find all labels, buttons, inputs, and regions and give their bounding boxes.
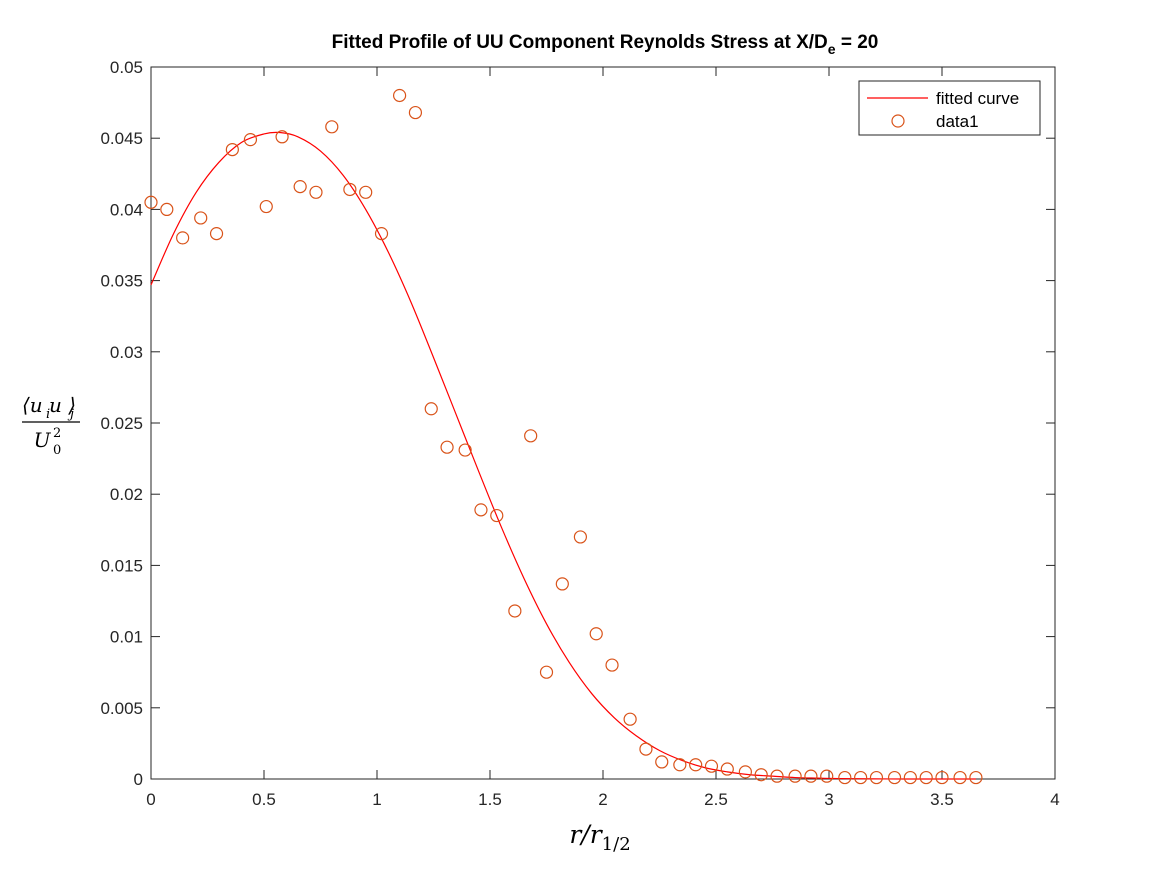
data1-point: [969, 770, 983, 785]
y-tick-label: 0.05: [110, 58, 143, 77]
y-tick-label: 0.03: [110, 343, 143, 362]
y-tick-label: 0.01: [110, 628, 143, 647]
svg-text:U: U: [34, 428, 52, 452]
data1-point: [623, 712, 637, 726]
data1-point: [176, 231, 190, 245]
data1-point: [573, 530, 588, 544]
series-data1-markers: [144, 88, 983, 785]
x-tick-label: 4: [1050, 790, 1059, 809]
data1-point: [275, 130, 289, 144]
plot-area-frame: [150, 66, 1056, 780]
legend-label-fitted-curve: fitted curve: [936, 89, 1019, 108]
legend-label-data1: data1: [936, 112, 979, 131]
svg-text:j: j: [67, 407, 74, 422]
data1-point: [160, 202, 174, 216]
data1-point: [309, 185, 323, 199]
data1-point: [935, 770, 949, 785]
data1-point: [359, 185, 373, 199]
data1-point: [225, 142, 239, 157]
data1-point: [490, 508, 504, 523]
data1-point: [605, 658, 619, 672]
data1-point: [555, 577, 569, 591]
data1-point: [293, 180, 307, 194]
data1-point: [440, 440, 454, 454]
data1-point: [343, 182, 357, 197]
x-tick-label: 0: [146, 790, 155, 809]
data1-point: [838, 770, 852, 785]
data1-point: [788, 769, 802, 783]
data1-point: [589, 627, 603, 641]
svg-text:2: 2: [53, 426, 61, 441]
x-tick-label: 3: [824, 790, 833, 809]
data1-point: [869, 770, 884, 785]
data1-point: [738, 765, 752, 779]
y-tick-label: 0.005: [100, 699, 143, 718]
data1-point: [243, 133, 258, 147]
legend-box: [858, 80, 1041, 136]
svg-text:⟨u u ⟩: ⟨u u ⟩: [22, 393, 76, 417]
y-axis-ticks: [151, 66, 1055, 780]
x-axis-label: r/r1/2: [569, 820, 630, 855]
x-tick-label: 1: [372, 790, 381, 809]
data1-point: [919, 770, 933, 785]
data1-point: [854, 770, 868, 785]
chart-title: Fitted Profile of UU Component Reynolds …: [332, 32, 879, 57]
data1-point: [524, 429, 538, 443]
x-tick-label: 0.5: [252, 790, 276, 809]
data1-point: [508, 604, 522, 618]
data1-point: [704, 759, 719, 773]
y-tick-label: 0.035: [100, 272, 143, 291]
data1-point: [374, 227, 389, 241]
y-tick-label: 0.045: [100, 129, 143, 148]
data1-point: [639, 742, 653, 756]
y-tick-label: 0.015: [100, 556, 143, 575]
data1-point: [424, 402, 438, 416]
y-tick-label: 0.04: [110, 200, 143, 219]
svg-text:0: 0: [53, 443, 61, 458]
data1-point: [144, 195, 158, 209]
data1-point: [754, 768, 768, 782]
y-tick-label: 0.025: [100, 414, 143, 433]
data1-point: [770, 769, 784, 783]
data1-point: [458, 443, 472, 457]
legend: fitted curve data1: [858, 80, 1041, 136]
data1-point: [720, 762, 734, 776]
data1-point: [259, 199, 273, 214]
x-tick-label: 1.5: [478, 790, 502, 809]
x-tick-label: 3.5: [930, 790, 954, 809]
x-axis-tick-labels: 0 0.5 1 1.5 2 2.5 3 3.5 4: [146, 790, 1059, 809]
data1-point: [194, 211, 208, 225]
data1-point: [393, 88, 407, 103]
data1-point: [209, 227, 224, 241]
data1-point: [820, 769, 834, 783]
svg-text:i: i: [46, 407, 50, 422]
data1-point: [887, 770, 902, 785]
x-tick-label: 2.5: [704, 790, 728, 809]
y-axis-label: ⟨u u ⟩ i j U 2 0: [22, 393, 80, 458]
data1-point: [539, 665, 554, 679]
data1-point: [408, 105, 423, 120]
data1-point: [804, 769, 818, 783]
data1-point: [903, 770, 917, 785]
legend-swatch-data1: [891, 114, 905, 128]
data1-point: [655, 755, 669, 769]
data1-point: [689, 758, 703, 772]
y-axis-tick-labels: 0 0.005 0.01 0.015 0.02 0.025 0.03 0.035 0.04 0.0…: [100, 58, 143, 789]
y-tick-label: 0.02: [110, 485, 143, 504]
x-axis-ticks: [150, 67, 1056, 779]
data1-point: [325, 120, 339, 134]
data1-point: [474, 503, 488, 517]
data1-point: [953, 770, 967, 785]
data1-point: [673, 758, 687, 772]
x-tick-label: 2: [598, 790, 607, 809]
y-tick-label: 0: [134, 770, 143, 789]
